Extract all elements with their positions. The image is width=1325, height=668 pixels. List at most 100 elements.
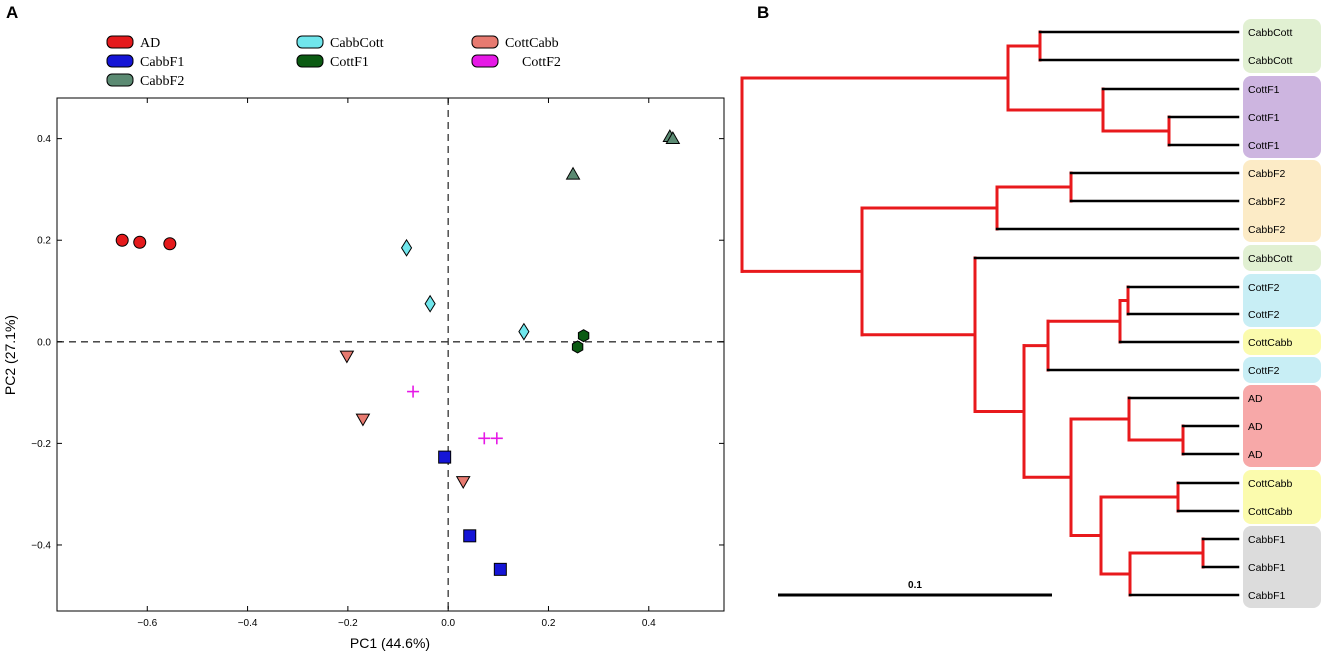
- leaf-label: CottF1: [1248, 112, 1280, 124]
- group-box-cottf2: [1243, 274, 1321, 327]
- group-box-cottcabb: [1243, 470, 1321, 524]
- dendrogram: CabbCott CabbCott CottF1 CottF1 CottF1 CabbF2…: [740, 19, 1321, 608]
- series-cabbf1: [438, 450, 507, 576]
- point-cabbf2: [565, 166, 581, 180]
- series-cottf1: [571, 329, 590, 354]
- group-highlight-boxes: [1243, 19, 1321, 608]
- reference-lines: [57, 98, 724, 611]
- point-ad: [133, 235, 147, 249]
- leaf-label: AD: [1248, 393, 1263, 405]
- leaf-label: CabbF2: [1248, 196, 1286, 208]
- data-points: [115, 129, 681, 576]
- legend-swatch: [471, 54, 499, 68]
- series-cottcabb: [339, 350, 471, 489]
- point-cottf1: [577, 329, 590, 343]
- leaf-label: AD: [1248, 449, 1263, 461]
- point-cottf1: [571, 340, 584, 354]
- plot-frame: [56, 97, 725, 612]
- point-ad: [163, 237, 177, 251]
- legend-label: CottCabb: [505, 36, 559, 51]
- leaf-label: CabbCott: [1248, 55, 1292, 67]
- group-box-ad: [1243, 385, 1321, 467]
- axis-ticks: −0.6 −0.4 −0.2 0.0 0.2 0.4 −0.4 −0.2 0.0 0.2 0.4: [31, 98, 724, 629]
- group-box-cabbf2: [1243, 160, 1321, 242]
- legend-label: CabbF2: [140, 74, 184, 89]
- point-cottf2: [490, 432, 503, 445]
- point-cabbf1: [493, 562, 507, 576]
- legend-swatch: [471, 35, 499, 49]
- legend: AD CabbF1 CabbF2 CabbCott CottF1 CottCabb Cott…: [106, 35, 561, 89]
- series-cottf2: [407, 385, 503, 445]
- y-tick-label: −0.2: [31, 439, 51, 450]
- point-cabbf1: [463, 529, 477, 543]
- point-cottcabb: [355, 413, 371, 427]
- legend-item-cottcabb: CottCabb: [471, 35, 559, 51]
- legend-label: AD: [140, 36, 160, 51]
- x-tick-label: 0.2: [542, 618, 556, 629]
- point-cabbcott: [400, 238, 413, 257]
- x-tick-label: −0.2: [338, 618, 358, 629]
- leaf-label: CottF1: [1248, 84, 1280, 96]
- leaf-label: CottF2: [1248, 365, 1280, 377]
- legend-item-cabbf2: CabbF2: [106, 73, 184, 89]
- point-cottcabb: [339, 350, 355, 364]
- series-cabbf2: [565, 129, 681, 180]
- legend-swatch: [296, 35, 324, 49]
- legend-item-cabbf1: CabbF1: [106, 54, 184, 70]
- x-axis-label: PC1 (44.6%): [350, 635, 430, 651]
- leaf-label: CabbF1: [1248, 590, 1286, 602]
- x-tick-label: 0.4: [642, 618, 656, 629]
- point-cabbf2: [665, 131, 681, 145]
- leaf-label: CabbF1: [1248, 534, 1286, 546]
- legend-item-cottf2: CottF2: [471, 54, 561, 70]
- group-box-cabbf1: [1243, 526, 1321, 608]
- legend-label: CabbCott: [330, 36, 384, 51]
- leaf-label: CabbF2: [1248, 168, 1286, 180]
- legend-label: CottF2: [522, 55, 561, 70]
- y-axis-label: PC2 (27.1%): [2, 315, 18, 395]
- group-box-cottcabb: [1243, 329, 1321, 355]
- leaf-label: CottF2: [1248, 282, 1280, 294]
- leaf-label: CabbF2: [1248, 224, 1286, 236]
- panel-label-b: B: [757, 3, 769, 22]
- y-tick-label: 0.0: [37, 337, 51, 348]
- point-cabbf1: [438, 450, 452, 464]
- point-cabbcott: [424, 294, 436, 313]
- leaf-label: CottF1: [1248, 140, 1280, 152]
- x-tick-label: 0.0: [441, 618, 455, 629]
- legend-item-cottf1: CottF1: [296, 54, 369, 70]
- leaf-label: CottF2: [1248, 309, 1280, 321]
- panel-label-a: A: [6, 3, 18, 22]
- legend-label: CottF1: [330, 55, 369, 70]
- legend-item-ad: AD: [106, 35, 160, 51]
- leaf-label: CabbCott: [1248, 253, 1292, 265]
- group-box-cabbcott: [1243, 245, 1321, 271]
- legend-item-cabbcott: CabbCott: [296, 35, 384, 51]
- series-cabbcott: [400, 238, 530, 341]
- group-box-cottf1: [1243, 76, 1321, 158]
- legend-swatch: [106, 54, 134, 68]
- leaf-label: CottCabb: [1248, 337, 1293, 349]
- point-ad: [115, 233, 129, 247]
- y-tick-label: 0.2: [37, 236, 51, 247]
- legend-label: CabbF1: [140, 55, 184, 70]
- leaf-label: CottCabb: [1248, 506, 1293, 518]
- point-cabbcott: [518, 322, 530, 341]
- group-box-cottf2: [1243, 357, 1321, 383]
- leaf-label: AD: [1248, 421, 1263, 433]
- point-cottf2: [478, 432, 491, 445]
- leaf-labels: CabbCott CabbCott CottF1 CottF1 CottF1 CabbF2…: [1248, 27, 1293, 602]
- point-cottf2: [407, 385, 420, 398]
- group-box-cabbcott: [1243, 19, 1321, 73]
- legend-swatch: [296, 54, 324, 68]
- y-tick-label: 0.4: [37, 134, 51, 145]
- y-tick-label: −0.4: [31, 540, 51, 551]
- leaf-label: CottCabb: [1248, 478, 1293, 490]
- leaf-label: CabbCott: [1248, 27, 1292, 39]
- point-cottcabb: [455, 476, 471, 489]
- dendrogram-branches: [740, 30, 1240, 597]
- legend-swatch: [106, 35, 134, 49]
- legend-swatch: [106, 73, 134, 87]
- series-ad: [115, 233, 177, 251]
